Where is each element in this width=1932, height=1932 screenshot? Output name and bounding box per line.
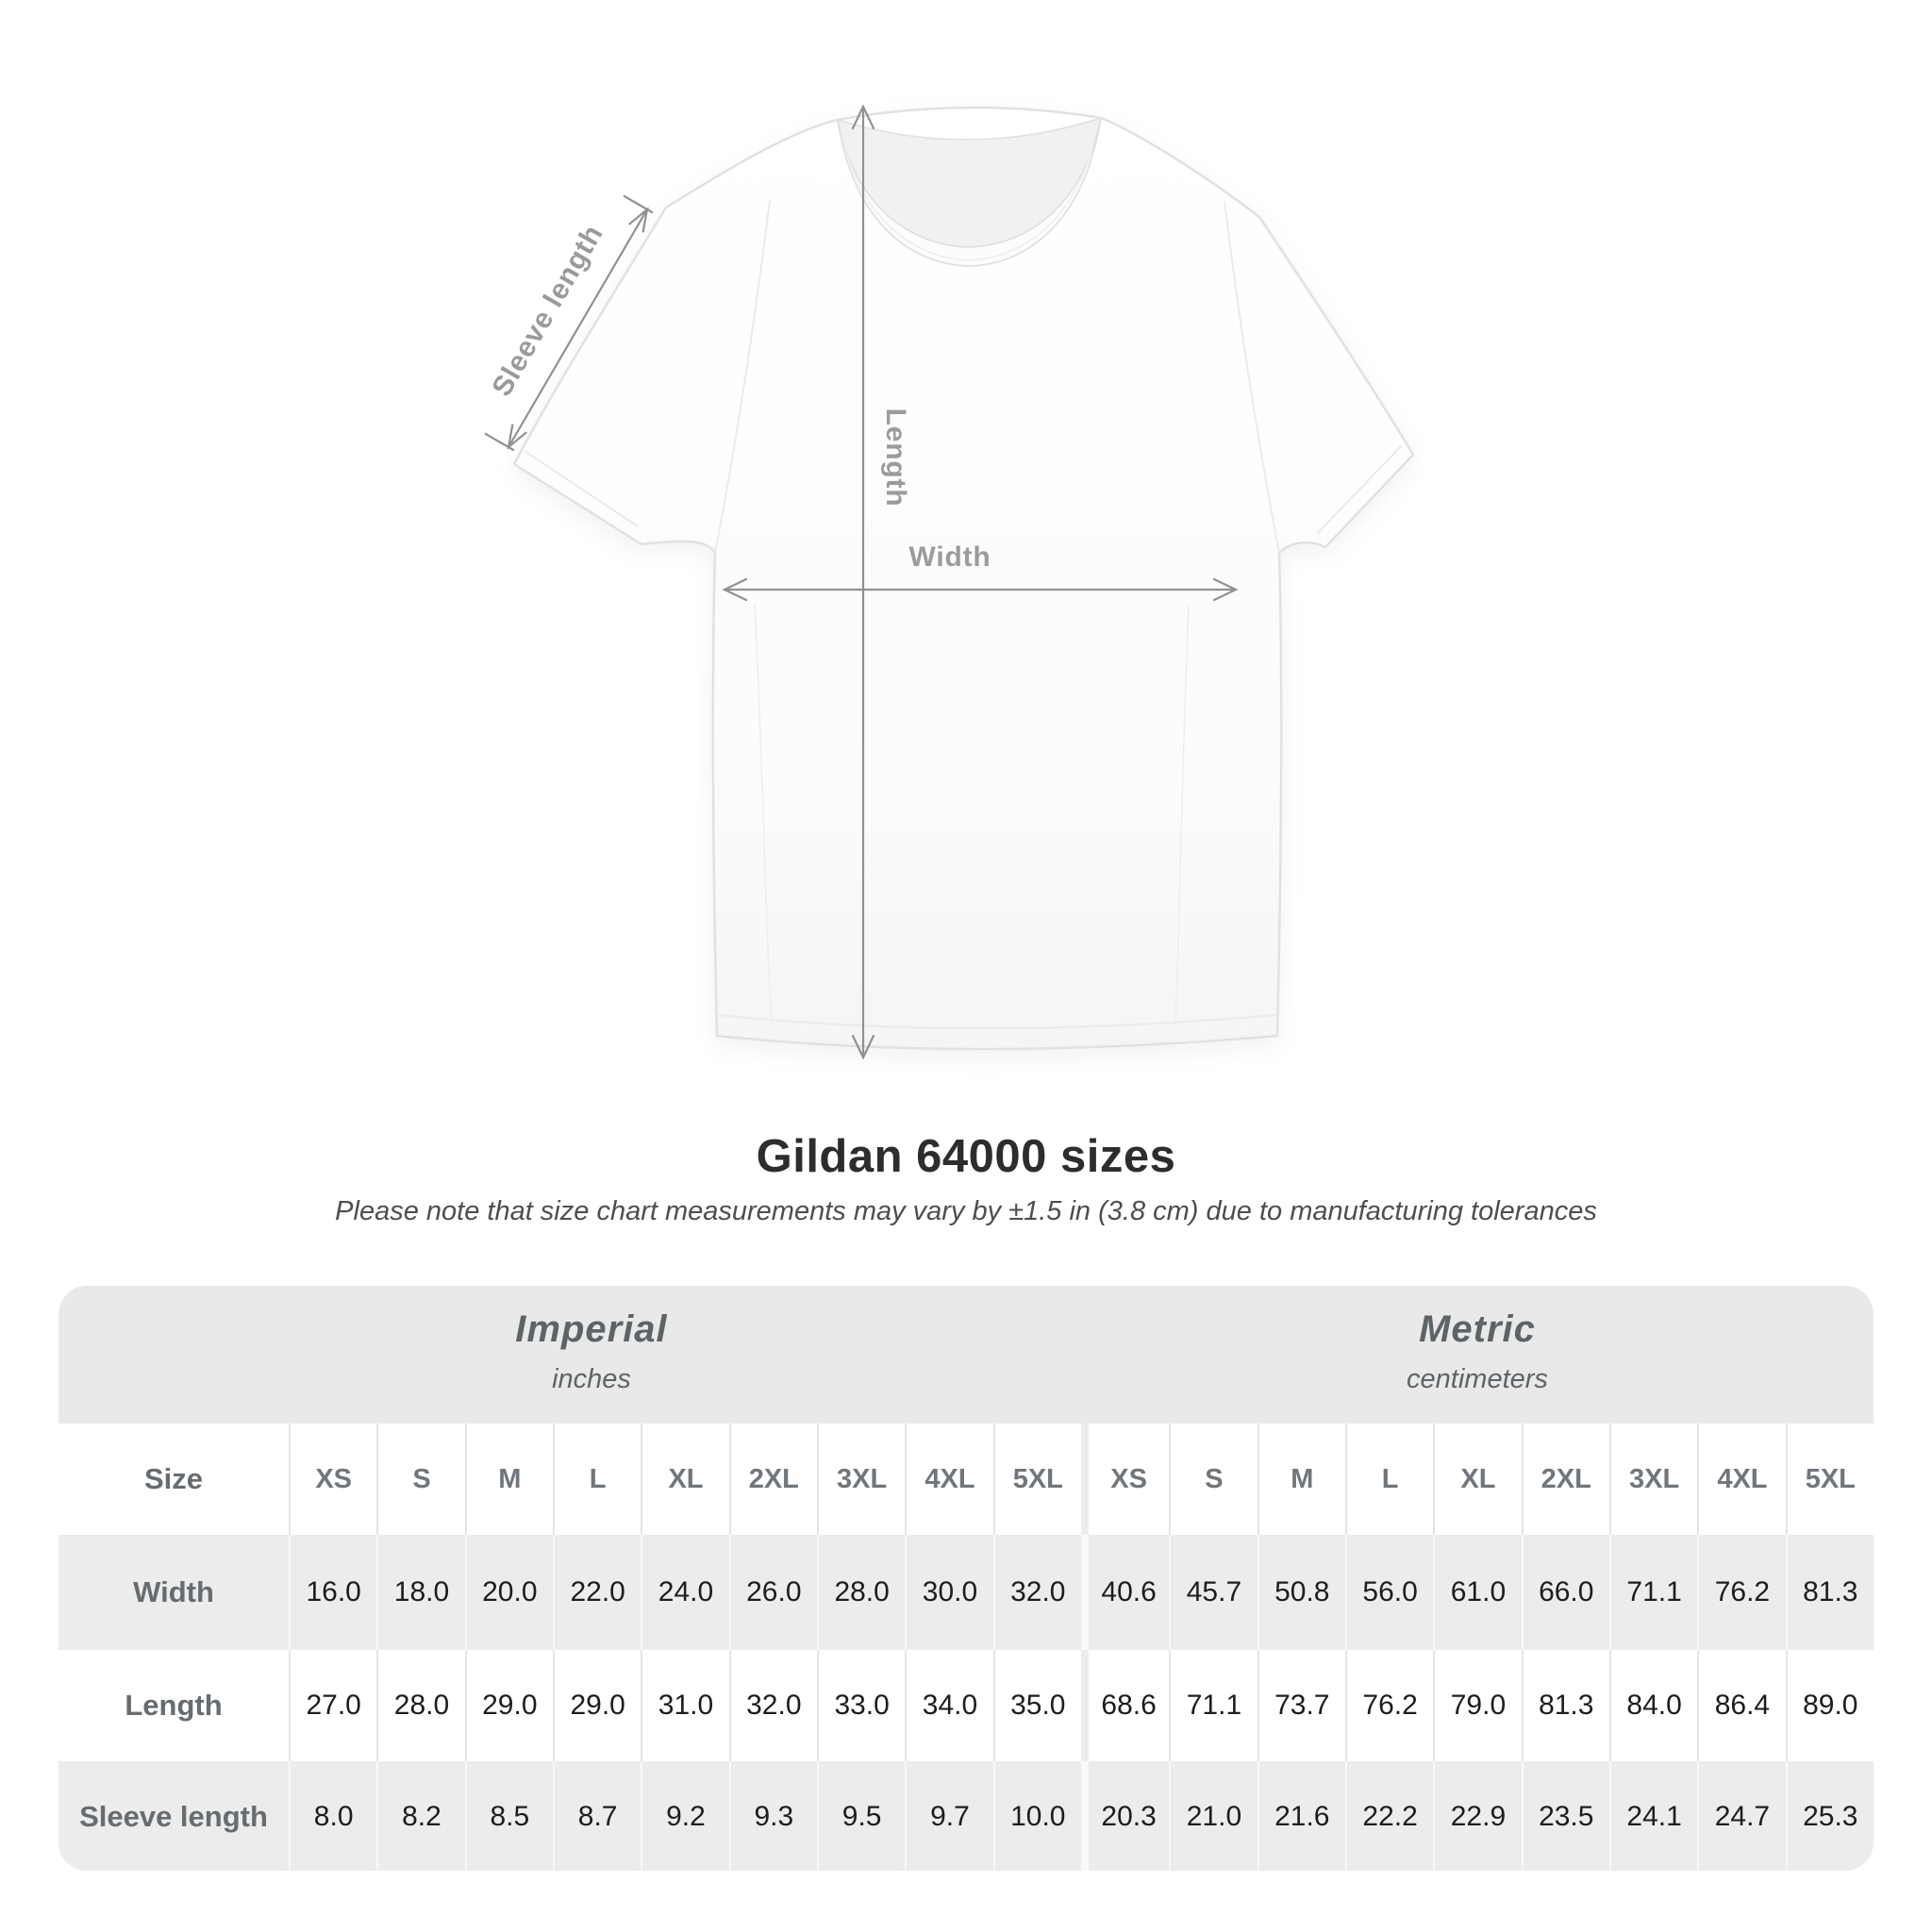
width-imperial-value: 24.0 [641, 1535, 729, 1650]
sleeve-metric-value: 23.5 [1521, 1761, 1609, 1871]
size-col-header: XS [1080, 1424, 1170, 1535]
width-imperial-value: 16.0 [289, 1535, 377, 1650]
width-imperial-value: 30.0 [905, 1535, 993, 1650]
width-metric-value: 61.0 [1433, 1535, 1522, 1650]
size-col-header: M [1257, 1424, 1345, 1535]
size-col-header: XS [289, 1424, 377, 1535]
sleeve-imperial-value: 10.0 [992, 1761, 1081, 1871]
sleeve-imperial-value: 9.7 [905, 1761, 993, 1871]
sleeve-metric-value: 22.2 [1344, 1761, 1434, 1871]
size-chart-table: Imperial inches Metric centimeters Size … [58, 1286, 1874, 1871]
width-label: Width [908, 541, 991, 573]
metric-label: Metric [1419, 1308, 1536, 1350]
size-col-header: S [1169, 1424, 1257, 1535]
size-col-header: 2XL [728, 1424, 817, 1535]
width-imperial-value: 20.0 [464, 1535, 553, 1650]
tshirt-size-diagram: Length Width Sleeve length [484, 104, 1415, 1060]
size-col-header: 3XL [1608, 1424, 1698, 1535]
page-title: Gildan 64000 sizes [756, 1131, 1176, 1182]
size-col-header: XL [641, 1424, 729, 1535]
width-metric-value: 66.0 [1521, 1535, 1609, 1650]
unit-band-row: Imperial inches Metric centimeters [58, 1286, 1874, 1424]
width-row: Width 16.0 18.0 20.0 22.0 24.0 26.0 28.0… [58, 1535, 1874, 1650]
width-imperial-value: 28.0 [816, 1535, 906, 1650]
length-imperial-value: 33.0 [816, 1650, 906, 1761]
row-label-length: Length [58, 1650, 289, 1761]
size-header-cell: Size [58, 1424, 289, 1535]
size-col-header: 5XL [1785, 1424, 1874, 1535]
width-imperial-value: 18.0 [376, 1535, 465, 1650]
width-imperial-value: 26.0 [728, 1535, 817, 1650]
length-metric-value: 86.4 [1697, 1650, 1786, 1761]
sleeve-imperial-value: 8.2 [376, 1761, 465, 1871]
size-header-row: Size XS S M L XL 2XL 3XL 4XL 5XL XS S M … [58, 1424, 1874, 1535]
tolerance-note: Please note that size chart measurements… [335, 1196, 1597, 1226]
tshirt-image [512, 106, 1415, 1051]
length-row: Length 27.0 28.0 29.0 29.0 31.0 32.0 33.… [58, 1650, 1874, 1761]
row-label-sleeve-length: Sleeve length [58, 1761, 289, 1871]
sleeve-metric-value: 24.1 [1608, 1761, 1698, 1871]
sleeve-length-arrow [484, 194, 654, 452]
length-metric-value: 71.1 [1169, 1650, 1257, 1761]
sleeve-imperial-value: 9.3 [728, 1761, 817, 1871]
length-metric-value: 68.6 [1080, 1650, 1170, 1761]
sleeve-metric-value: 21.0 [1169, 1761, 1257, 1871]
length-imperial-value: 27.0 [289, 1650, 377, 1761]
length-imperial-value: 28.0 [376, 1650, 465, 1761]
length-imperial-value: 32.0 [728, 1650, 817, 1761]
sleeve-metric-value: 22.9 [1433, 1761, 1522, 1871]
length-metric-value: 73.7 [1257, 1650, 1345, 1761]
sleeve-imperial-value: 8.5 [464, 1761, 553, 1871]
length-metric-value: 76.2 [1344, 1650, 1434, 1761]
size-col-header: M [464, 1424, 553, 1535]
imperial-label: Imperial [515, 1308, 668, 1350]
length-metric-value: 89.0 [1785, 1650, 1874, 1761]
width-metric-value: 45.7 [1169, 1535, 1257, 1650]
width-metric-value: 56.0 [1344, 1535, 1434, 1650]
width-metric-value: 71.1 [1608, 1535, 1698, 1650]
length-imperial-value: 35.0 [992, 1650, 1081, 1761]
size-col-header: 2XL [1521, 1424, 1609, 1535]
size-col-header: L [552, 1424, 641, 1535]
imperial-band: Imperial inches [58, 1286, 1081, 1424]
sleeve-metric-value: 24.7 [1697, 1761, 1786, 1871]
length-label: Length [880, 408, 911, 508]
length-metric-value: 84.0 [1608, 1650, 1698, 1761]
sleeve-imperial-value: 8.7 [552, 1761, 641, 1871]
length-imperial-value: 34.0 [905, 1650, 993, 1761]
sleeve-length-row: Sleeve length 8.0 8.2 8.5 8.7 9.2 9.3 9.… [58, 1761, 1874, 1871]
size-col-header: 3XL [816, 1424, 906, 1535]
sleeve-imperial-value: 8.0 [289, 1761, 377, 1871]
size-col-header: S [376, 1424, 465, 1535]
sleeve-imperial-value: 9.2 [641, 1761, 729, 1871]
width-metric-value: 40.6 [1080, 1535, 1170, 1650]
width-imperial-value: 32.0 [992, 1535, 1081, 1650]
length-arrow [851, 104, 875, 1060]
size-col-header: XL [1433, 1424, 1522, 1535]
length-metric-value: 81.3 [1521, 1650, 1609, 1761]
length-imperial-value: 31.0 [641, 1650, 729, 1761]
length-imperial-value: 29.0 [552, 1650, 641, 1761]
imperial-unit-label: inches [552, 1364, 631, 1394]
sleeve-imperial-value: 9.5 [816, 1761, 906, 1871]
size-col-header: L [1344, 1424, 1434, 1535]
collar-band [837, 117, 1102, 267]
sleeve-metric-value: 21.6 [1257, 1761, 1345, 1871]
width-imperial-value: 22.0 [552, 1535, 641, 1650]
size-col-header: 4XL [905, 1424, 993, 1535]
width-metric-value: 81.3 [1785, 1535, 1874, 1650]
metric-unit-label: centimeters [1407, 1364, 1548, 1394]
length-metric-value: 79.0 [1433, 1650, 1522, 1761]
sleeve-metric-value: 25.3 [1785, 1761, 1874, 1871]
sleeve-metric-value: 20.3 [1080, 1761, 1170, 1871]
length-imperial-value: 29.0 [464, 1650, 553, 1761]
width-metric-value: 76.2 [1697, 1535, 1786, 1650]
row-label-width: Width [58, 1535, 289, 1650]
width-metric-value: 50.8 [1257, 1535, 1345, 1650]
size-col-header: 5XL [992, 1424, 1081, 1535]
size-col-header: 4XL [1697, 1424, 1786, 1535]
metric-band: Metric centimeters [1080, 1286, 1874, 1424]
width-arrow [722, 577, 1239, 602]
